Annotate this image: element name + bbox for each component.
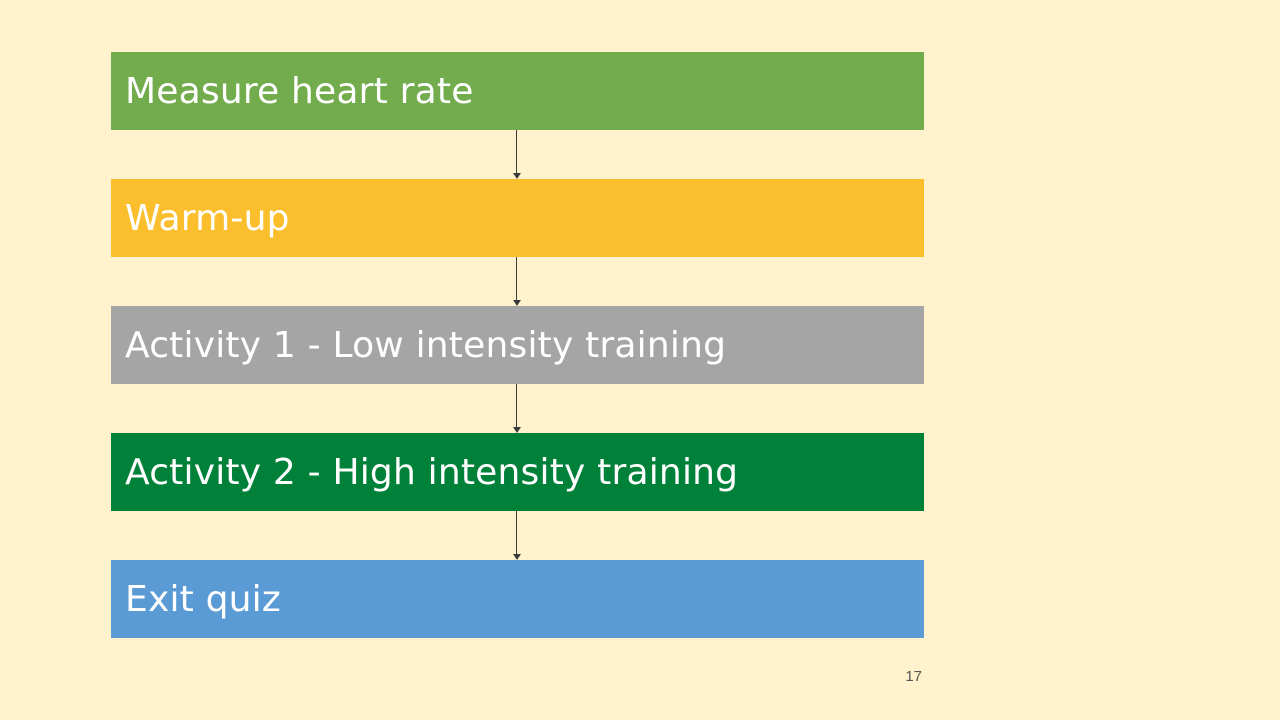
page-number: 17 (905, 668, 922, 685)
flow-step-activity-1: Activity 1 - Low intensity training (111, 306, 924, 384)
flow-arrow-4 (513, 511, 521, 560)
flow-step-activity-2: Activity 2 - High intensity training (111, 433, 924, 511)
flow-arrow-1 (513, 130, 521, 179)
flow-step-warm-up: Warm-up (111, 179, 924, 257)
flow-step-measure-heart-rate: Measure heart rate (111, 52, 924, 130)
flow-step-exit-quiz: Exit quiz (111, 560, 924, 638)
flow-arrow-2 (513, 257, 521, 306)
flow-arrow-3 (513, 384, 521, 433)
